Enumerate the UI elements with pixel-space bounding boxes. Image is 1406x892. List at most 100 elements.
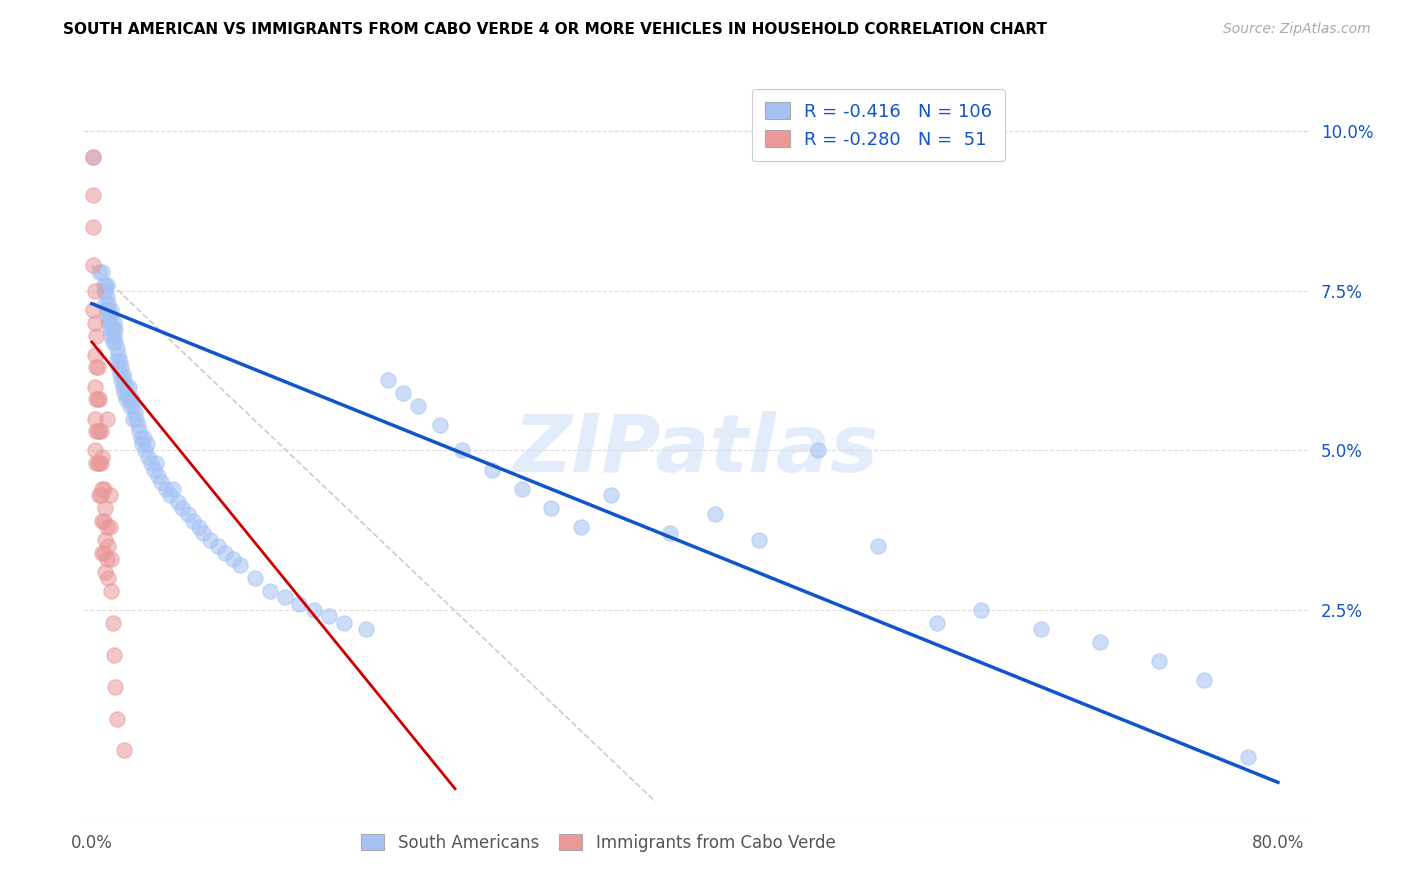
Point	[229, 558, 252, 573]
Point	[83, 348, 105, 362]
Point	[139, 456, 162, 470]
Point	[93, 482, 115, 496]
Point	[93, 284, 115, 298]
Point	[97, 571, 120, 585]
Point	[1029, 622, 1052, 636]
Point	[83, 379, 105, 393]
Point	[132, 431, 155, 445]
Point	[82, 220, 104, 235]
Point	[131, 437, 153, 451]
Point	[128, 425, 150, 439]
Point	[89, 265, 111, 279]
Point	[214, 545, 236, 559]
Point	[108, 367, 131, 381]
Point	[136, 450, 159, 464]
Point	[100, 303, 122, 318]
Point	[82, 188, 104, 202]
Point	[83, 443, 105, 458]
Point	[659, 526, 682, 541]
Point	[177, 508, 200, 522]
Point	[451, 443, 474, 458]
Point	[97, 316, 120, 330]
Point	[135, 437, 157, 451]
Point	[82, 150, 104, 164]
Point	[181, 514, 204, 528]
Point	[93, 277, 115, 292]
Text: ZIPatlas: ZIPatlas	[513, 411, 879, 490]
Point	[111, 379, 134, 393]
Point	[82, 259, 104, 273]
Point	[406, 399, 429, 413]
Point	[155, 482, 177, 496]
Point	[89, 488, 111, 502]
Point	[150, 475, 173, 490]
Point	[86, 425, 108, 439]
Point	[354, 622, 377, 636]
Point	[96, 411, 118, 425]
Point	[94, 565, 117, 579]
Point	[134, 443, 156, 458]
Point	[112, 743, 135, 757]
Point	[429, 417, 451, 432]
Point	[110, 373, 132, 387]
Point	[89, 425, 111, 439]
Text: Source: ZipAtlas.com: Source: ZipAtlas.com	[1223, 22, 1371, 37]
Point	[86, 360, 108, 375]
Text: SOUTH AMERICAN VS IMMIGRANTS FROM CABO VERDE 4 OR MORE VEHICLES IN HOUSEHOLD COR: SOUTH AMERICAN VS IMMIGRANTS FROM CABO V…	[63, 22, 1047, 37]
Point	[96, 277, 118, 292]
Point	[107, 360, 129, 375]
Point	[84, 328, 107, 343]
Point	[112, 386, 135, 401]
Point	[569, 520, 592, 534]
Point	[90, 425, 112, 439]
Point	[104, 322, 127, 336]
Point	[103, 328, 125, 343]
Point	[93, 545, 115, 559]
Point	[288, 597, 311, 611]
Point	[703, 508, 725, 522]
Point	[98, 520, 121, 534]
Point	[83, 316, 105, 330]
Point	[105, 354, 128, 368]
Point	[94, 296, 117, 310]
Point	[125, 411, 148, 425]
Point	[90, 456, 112, 470]
Point	[94, 500, 117, 515]
Point	[100, 316, 122, 330]
Point	[100, 328, 122, 343]
Point	[122, 411, 145, 425]
Point	[86, 392, 108, 407]
Point	[82, 150, 104, 164]
Point	[91, 545, 114, 559]
Point	[333, 615, 356, 630]
Point	[96, 310, 118, 324]
Point	[1088, 635, 1111, 649]
Point	[187, 520, 209, 534]
Point	[94, 533, 117, 547]
Point	[207, 539, 229, 553]
Point	[807, 443, 830, 458]
Point	[318, 609, 340, 624]
Point	[91, 482, 114, 496]
Point	[98, 488, 121, 502]
Point	[200, 533, 222, 547]
Point	[84, 456, 107, 470]
Point	[540, 500, 562, 515]
Point	[94, 284, 117, 298]
Point	[93, 514, 115, 528]
Point	[481, 462, 503, 476]
Point	[172, 500, 194, 515]
Point	[392, 386, 415, 401]
Point	[108, 354, 131, 368]
Point	[159, 488, 181, 502]
Point	[118, 379, 141, 393]
Point	[91, 514, 114, 528]
Point	[377, 373, 399, 387]
Point	[100, 552, 122, 566]
Point	[90, 488, 112, 502]
Point	[104, 334, 127, 349]
Point	[115, 392, 138, 407]
Point	[191, 526, 214, 541]
Point	[103, 316, 125, 330]
Point	[120, 399, 142, 413]
